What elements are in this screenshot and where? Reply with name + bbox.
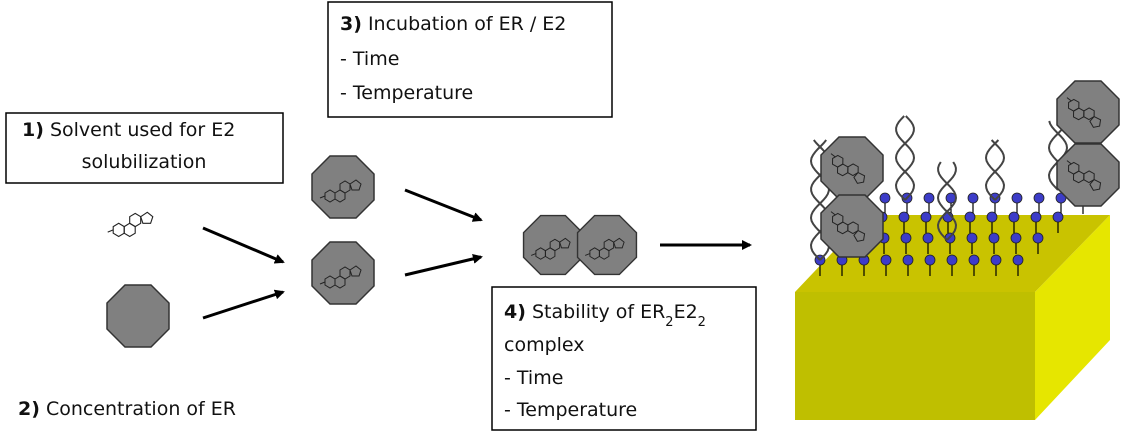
receptor-site [1012,254,1024,266]
arrow [202,289,285,320]
dna-strand [894,115,916,201]
box-text: 1) Solvent used for E2 [22,119,235,141]
er-e2 [1056,143,1120,207]
er-e2 [1056,80,1120,144]
dna-strand [984,139,1006,201]
box-line: complex [504,334,585,356]
box-frame [5,112,284,184]
dna-strand [936,161,958,241]
receptor-site [986,211,998,223]
slab-side [1035,215,1110,420]
receptor-site [1032,232,1044,244]
box-line: solubilization [82,151,207,173]
box-2: 2) Concentration of ER [18,398,236,420]
er-e2 [311,155,375,219]
arrow [404,253,483,277]
receptor-site [880,254,892,266]
box-line: Concentration of ER [40,398,236,420]
er-e2-dimer [576,214,638,276]
receptor-site [898,211,910,223]
box-number: 3) [340,13,362,35]
receptor-site [988,232,1000,244]
box-4: 4) Stability of ER2E22 complex - Time - … [491,286,757,431]
receptor-site [922,232,934,244]
receptor-site [923,192,935,204]
arrow [404,188,483,222]
box-line: Stability of ER [526,301,665,323]
arrow [202,226,285,264]
er-e2 [311,241,375,305]
er-e2 [820,194,884,258]
box-number: 2) [18,398,40,420]
receptor-site [900,232,912,244]
receptor-site [946,254,958,266]
box-text: 3) Incubation of ER / E2 [340,13,566,35]
sensor-surface [795,80,1120,420]
arrows [202,188,752,320]
box-text: 2) Concentration of ER [18,398,236,420]
box-line: Solvent used for E2 [44,119,235,141]
box-1: 1) Solvent used for E2 solubilization [5,112,284,184]
subscript: 2 [698,315,706,330]
receptor-site [967,192,979,204]
receptor-site [879,192,891,204]
box-number: 1) [22,119,44,141]
receptor-site [1011,192,1023,204]
er-e2-dimer [522,214,584,276]
box-line: E2 [674,301,698,323]
box-line: - Temperature [340,82,473,104]
receptor-site [1033,192,1045,204]
receptor-site [964,211,976,223]
dna-strand [984,139,1006,201]
e2-molecule [107,211,154,238]
slab-front [795,292,1035,420]
dna-strand [894,115,916,201]
box-text: 4) Stability of ER2E22 [504,301,706,330]
er-e2 [820,136,884,200]
box-line: - Time [504,367,563,389]
box-frame [327,1,613,118]
receptor-site [968,254,980,266]
subscript: 2 [665,315,673,330]
receptor-site [902,254,914,266]
receptor-site [1010,232,1022,244]
receptor-site [1030,211,1042,223]
receptor-site [924,254,936,266]
box-number: 4) [504,301,526,323]
er-protein [106,284,170,348]
receptor-site [966,232,978,244]
box-line: Incubation of ER / E2 [362,13,566,35]
receptor-site [989,192,1001,204]
receptor-site [1052,211,1064,223]
receptor-site [1008,211,1020,223]
receptor-site [990,254,1002,266]
receptor-site [920,211,932,223]
box-frame [491,286,757,431]
box-3: 3) Incubation of ER / E2 - Time - Temper… [327,1,613,118]
dna-strand [936,161,958,241]
box-line: - Time [340,48,399,70]
box-line: - Temperature [504,399,637,421]
